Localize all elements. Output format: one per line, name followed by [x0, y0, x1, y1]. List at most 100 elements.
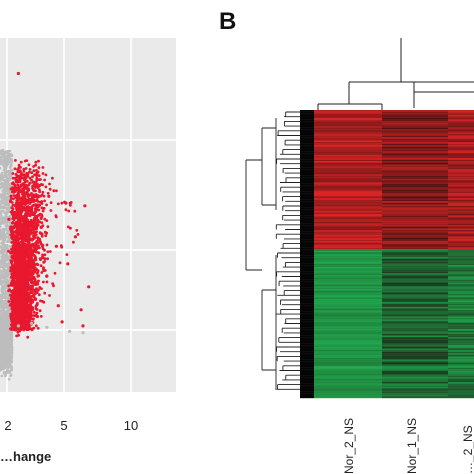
- red-point: [45, 280, 49, 284]
- red-point: [33, 195, 37, 199]
- red-point: [39, 217, 43, 221]
- grey-point: [1, 324, 4, 327]
- red-point: [30, 197, 34, 200]
- red-point: [17, 320, 21, 324]
- grey-point: [8, 177, 11, 181]
- grey-point: [1, 193, 5, 197]
- red-point: [25, 274, 28, 277]
- grey-point: [3, 362, 6, 366]
- red-point: [10, 221, 14, 225]
- grey-point: [0, 304, 4, 308]
- grey-point: [7, 151, 10, 154]
- red-point: [9, 194, 13, 198]
- red-point: [14, 212, 17, 216]
- red-point: [12, 274, 16, 278]
- grey-point: [1, 266, 5, 270]
- red-point: [19, 258, 23, 261]
- grey-point: [9, 348, 13, 352]
- grey-point: [2, 302, 6, 305]
- red-point: [42, 194, 46, 198]
- grey-point: [0, 238, 3, 241]
- red-point: [24, 243, 28, 247]
- grey-point: [8, 155, 11, 159]
- grey-point: [9, 163, 13, 166]
- red-point: [11, 210, 15, 214]
- red-point: [35, 221, 39, 225]
- red-point: [19, 202, 22, 206]
- grey-point: [0, 319, 3, 323]
- red-point: [20, 324, 23, 328]
- grey-point: [5, 333, 8, 336]
- red-point: [17, 252, 21, 255]
- red-point: [7, 284, 10, 288]
- red-point: [35, 176, 39, 180]
- grey-point: [7, 170, 10, 173]
- grey-point: [4, 244, 8, 248]
- grey-point: [0, 289, 4, 292]
- red-point: [35, 169, 38, 172]
- red-point: [36, 326, 40, 330]
- grey-point: [0, 156, 2, 159]
- red-point: [20, 252, 24, 256]
- grey-point: [4, 170, 7, 174]
- grey-point: [0, 176, 2, 179]
- grey-point: [4, 292, 7, 295]
- grey-point: [8, 335, 11, 339]
- red-point: [12, 281, 16, 284]
- red-point: [38, 212, 42, 216]
- red-point: [46, 250, 50, 254]
- grey-point: [5, 177, 9, 180]
- red-point: [32, 217, 36, 220]
- red-point: [24, 184, 28, 188]
- grey-point: [7, 184, 10, 188]
- grey-point: [7, 191, 10, 194]
- grey-point: [0, 229, 2, 233]
- red-point: [40, 271, 44, 274]
- red-point: [15, 216, 19, 219]
- red-point: [13, 307, 17, 310]
- grey-point: [2, 250, 6, 254]
- grey-point: [9, 173, 13, 177]
- red-point: [43, 257, 47, 260]
- grey-point: [2, 185, 5, 189]
- grey-point: [4, 342, 8, 346]
- red-point: [34, 282, 38, 285]
- red-point: [35, 174, 38, 178]
- red-point: [37, 159, 40, 163]
- red-point: [15, 196, 19, 200]
- red-point: [32, 269, 36, 273]
- grey-point: [4, 318, 8, 322]
- red-point: [37, 293, 41, 297]
- red-point: [11, 181, 15, 185]
- red-point: [19, 277, 23, 281]
- red-point: [36, 194, 40, 198]
- grey-point: [1, 269, 5, 272]
- red-point: [52, 189, 56, 193]
- red-point: [13, 234, 16, 238]
- red-point: [45, 203, 48, 207]
- red-point: [26, 328, 30, 331]
- red-point: [14, 173, 18, 176]
- red-point: [32, 169, 36, 173]
- red-point: [34, 203, 37, 207]
- grey-point: [7, 265, 10, 269]
- red-point: [25, 231, 29, 235]
- grey-point: [8, 166, 12, 169]
- grey-point: [5, 196, 8, 199]
- red-point: [22, 322, 26, 326]
- red-point: [25, 320, 29, 323]
- red-point: [17, 193, 21, 197]
- red-point: [34, 304, 38, 307]
- red-point: [43, 248, 46, 252]
- grey-point: [3, 259, 7, 262]
- red-point: [22, 222, 25, 226]
- red-point: [24, 297, 27, 301]
- red-point: [24, 211, 28, 215]
- grey-point: [1, 291, 5, 295]
- red-point: [38, 309, 42, 313]
- red-point: [30, 269, 34, 273]
- red-point: [24, 238, 27, 242]
- red-point: [39, 315, 43, 318]
- red-point: [16, 191, 20, 195]
- red-point: [11, 217, 15, 221]
